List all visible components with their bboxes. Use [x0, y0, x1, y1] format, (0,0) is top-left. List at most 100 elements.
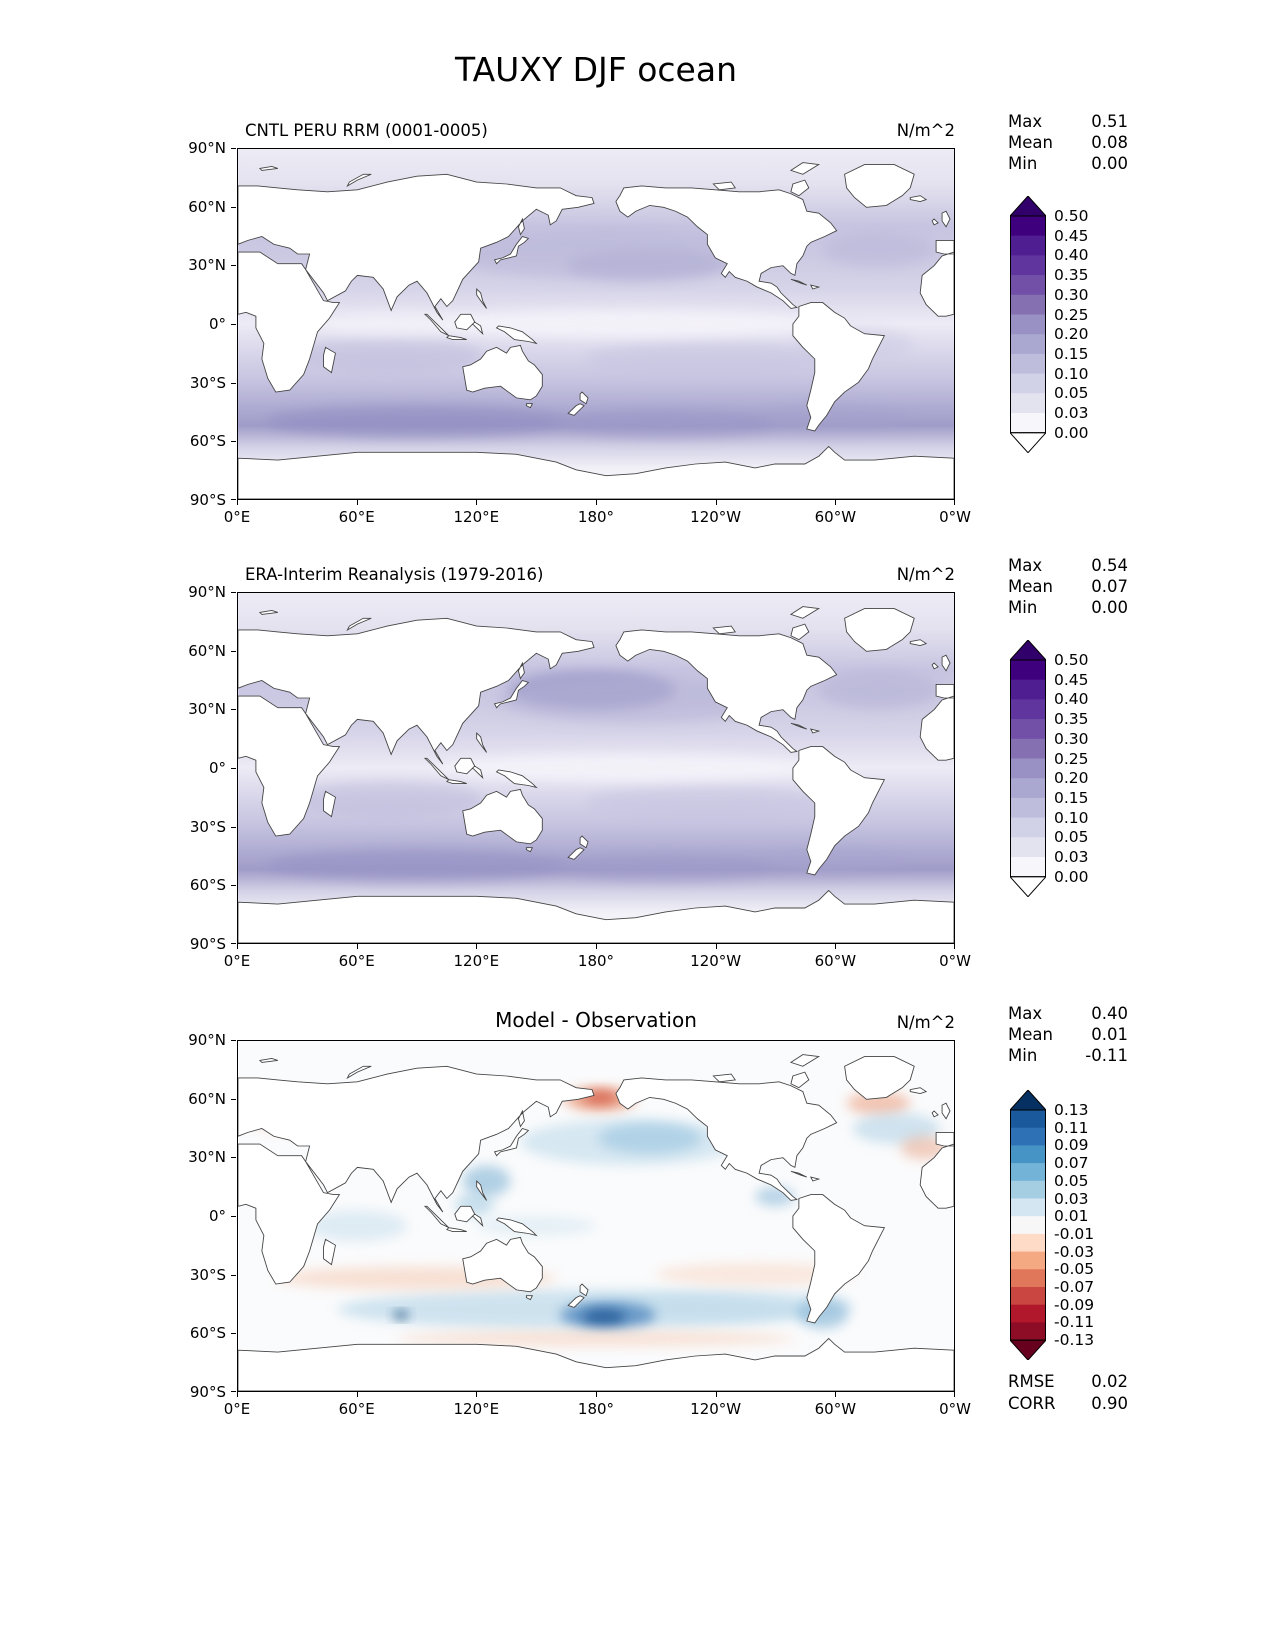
stat-label: Mean	[1008, 133, 1053, 152]
colorbar-label: -0.01	[1054, 1224, 1095, 1243]
x-tick-label: 120°W	[690, 952, 742, 970]
field-blob	[822, 232, 935, 268]
y-axis-tick	[231, 441, 236, 443]
colorbar-extend-bottom	[1008, 1339, 1048, 1361]
y-tick-label: 0°	[208, 1207, 226, 1225]
panel-title: ERA-Interim Reanalysis (1979-2016)	[245, 565, 544, 584]
map-svg	[238, 1041, 954, 1391]
colorbar-extend-top	[1008, 195, 1048, 217]
x-axis-tick	[954, 944, 955, 949]
y-tick-label: 30°S	[189, 817, 226, 836]
field-blob	[655, 1262, 855, 1286]
y-axis-tick	[231, 1391, 236, 1392]
field-blob	[476, 1216, 596, 1236]
field-blob	[267, 405, 567, 437]
stat-value: 0.00	[1091, 598, 1128, 617]
field-blob	[566, 250, 726, 282]
field-blob	[846, 1091, 911, 1115]
panel-units: N/m^2	[896, 1013, 955, 1032]
y-tick-label: 90°S	[189, 1383, 226, 1401]
x-axis-tick	[237, 944, 238, 949]
x-axis-tick	[476, 1392, 478, 1397]
colorbar-sequential-1	[1008, 195, 1048, 454]
colorbar-label: 0.00	[1054, 867, 1089, 886]
y-tick-label: 90°N	[188, 583, 226, 601]
y-axis-tick	[231, 1274, 236, 1276]
stat-label: Max	[1008, 556, 1043, 575]
stat-label: Mean	[1008, 1025, 1053, 1044]
x-tick-label: 60°W	[814, 1400, 857, 1418]
y-tick-label: 0°	[208, 315, 226, 333]
colorbar-label: 0.09	[1054, 1136, 1089, 1155]
map-svg	[238, 149, 954, 499]
x-tick-label: 120°E	[453, 508, 500, 526]
field-blob	[852, 1112, 941, 1145]
panel-title: Model - Observation	[495, 1008, 697, 1032]
y-axis-tick	[231, 148, 236, 149]
field-blob	[397, 1330, 795, 1347]
field-blob	[586, 785, 825, 821]
colorbar-label: 0.10	[1054, 808, 1089, 827]
field-blob	[496, 676, 775, 724]
colorbar-svg	[1008, 639, 1048, 898]
continents	[238, 606, 954, 943]
colorbar-sequential-2	[1008, 639, 1048, 898]
x-axis-tick	[356, 500, 358, 505]
y-axis-tick	[231, 499, 236, 500]
x-tick-label: 120°W	[690, 508, 742, 526]
x-axis-tick	[954, 1392, 955, 1397]
stat-value: 0.40	[1091, 1004, 1128, 1023]
x-axis-tick	[715, 944, 717, 949]
panel-units: N/m^2	[896, 121, 955, 140]
y-axis-tick	[231, 709, 236, 711]
colorbar-label: 0.07	[1054, 1154, 1089, 1173]
colorbar-label: 0.03	[1054, 848, 1089, 866]
x-tick-label: 180°	[577, 1400, 615, 1418]
x-tick-label: 120°E	[453, 1400, 500, 1418]
y-tick-label: 0°	[208, 759, 226, 777]
colorbar-label: 0.01	[1054, 1207, 1089, 1226]
colorbar-label: 0.35	[1054, 710, 1089, 729]
y-tick-label: 90°N	[188, 139, 226, 157]
y-tick-label: 30°N	[188, 1148, 226, 1167]
x-tick-label: 180°	[577, 508, 615, 526]
colorbar-label: 0.00	[1054, 423, 1089, 442]
y-axis-tick	[231, 650, 236, 652]
stat-value: 0.01	[1091, 1025, 1128, 1044]
stat-value: -0.11	[1085, 1046, 1128, 1065]
y-axis-tick	[231, 943, 236, 944]
x-tick-label: 0°W	[939, 508, 971, 526]
y-tick-label: 90°S	[189, 491, 226, 509]
y-tick-label: 60°N	[188, 1089, 226, 1108]
colorbar-label: 0.40	[1054, 246, 1089, 265]
x-axis-tick	[356, 944, 358, 949]
panel-title: CNTL PERU RRM (0001-0005)	[245, 121, 488, 140]
colorbar-label: -0.03	[1054, 1242, 1095, 1261]
continents	[238, 162, 954, 499]
y-axis-tick	[231, 768, 236, 769]
colorbar-extend-bottom	[1008, 432, 1048, 454]
x-axis-tick	[835, 1392, 837, 1397]
colorbar-extend-top	[1008, 1089, 1048, 1111]
x-axis-tick	[715, 500, 717, 505]
stat-value: 0.00	[1091, 154, 1128, 173]
y-axis-tick	[231, 1040, 236, 1041]
colorbar-label: 0.40	[1054, 690, 1089, 709]
map-svg	[238, 593, 954, 943]
y-axis-tick	[231, 382, 236, 384]
colorbar-extend-bottom	[1008, 876, 1048, 898]
stat-value: 0.51	[1091, 112, 1128, 131]
x-axis-tick	[476, 944, 478, 949]
x-tick-label: 120°E	[453, 952, 500, 970]
x-tick-label: 0°W	[939, 1400, 971, 1418]
x-tick-label: 180°	[577, 952, 615, 970]
stat-value: 0.54	[1091, 556, 1128, 575]
y-tick-label: 60°N	[188, 197, 226, 216]
field-blob	[436, 310, 815, 338]
y-axis-tick	[231, 1098, 236, 1100]
colorbar-label: 0.11	[1054, 1118, 1089, 1137]
map-panel-1	[237, 148, 955, 500]
y-axis-tick	[231, 1333, 236, 1335]
y-tick-label: 30°S	[189, 373, 226, 392]
field-blob	[267, 849, 567, 881]
